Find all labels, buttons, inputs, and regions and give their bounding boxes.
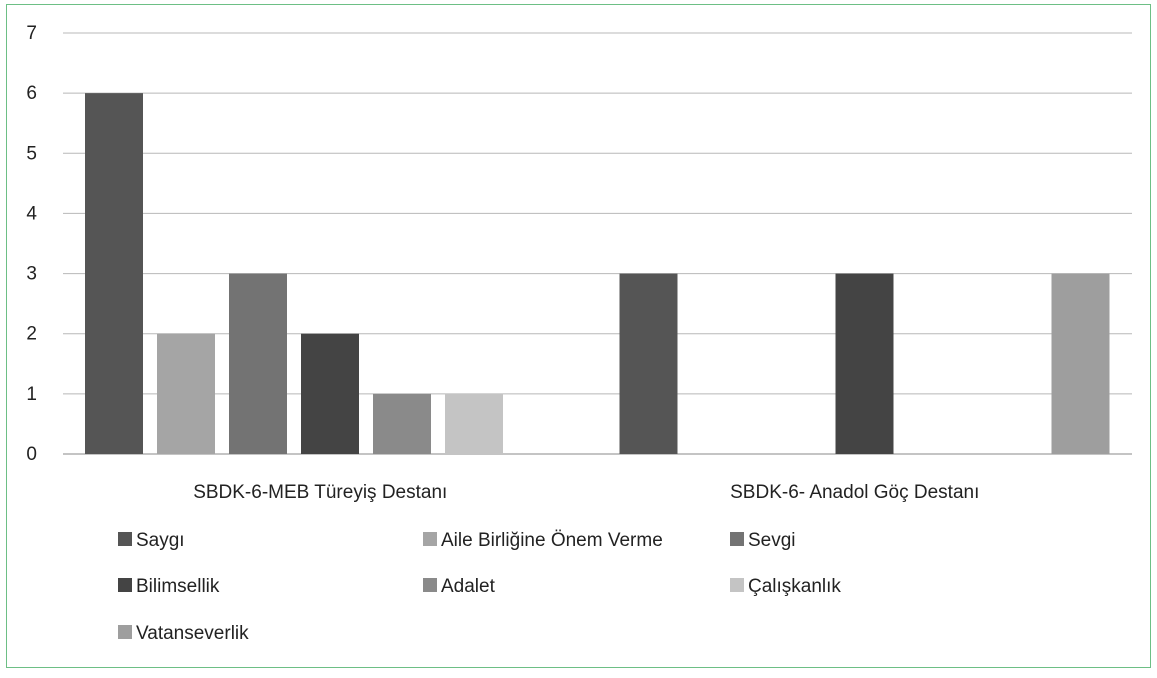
bar (619, 273, 678, 454)
bar (85, 93, 143, 455)
legend-label: Aile Birliğine Önem Verme (441, 530, 663, 551)
legend-swatch (423, 578, 437, 592)
y-tick-label: 2 (26, 324, 37, 345)
y-tick-label: 3 (26, 264, 37, 285)
y-tick-label: 4 (26, 203, 37, 224)
y-tick-label: 7 (26, 23, 37, 44)
legend-swatch (118, 625, 132, 639)
bar (157, 333, 215, 454)
y-axis: 0 1 2 3 4 5 6 7 (26, 23, 37, 465)
bar (445, 393, 503, 454)
bar (1051, 273, 1110, 454)
legend-swatch (118, 532, 132, 546)
legend: Saygı Aile Birliğine Önem Verme Sevgi Bilim… (118, 530, 841, 644)
x-axis: SBDK-6-MEB Türeyiş Destanı SBDK-6- Anadol… (193, 482, 979, 503)
bars (85, 93, 1110, 455)
legend-swatch (730, 532, 744, 546)
x-category-label: SBDK-6- Anadol Göç Destanı (730, 482, 979, 503)
legend-label: Sevgi (748, 530, 796, 551)
bar (373, 393, 431, 454)
legend-label: Çalışkanlık (748, 576, 841, 597)
y-tick-label: 1 (26, 384, 37, 405)
legend-label: Bilimsellik (136, 576, 220, 597)
y-tick-label: 0 (26, 444, 37, 465)
gridlines (63, 32, 1132, 455)
bar (229, 273, 287, 454)
x-category-label: SBDK-6-MEB Türeyiş Destanı (193, 482, 447, 503)
y-tick-label: 6 (26, 83, 37, 104)
bar (301, 333, 359, 454)
legend-label: Adalet (441, 576, 496, 597)
y-tick-label: 5 (26, 143, 37, 164)
legend-swatch (118, 578, 132, 592)
legend-swatch (730, 578, 744, 592)
legend-label: Vatanseverlik (136, 623, 249, 644)
bar (835, 273, 894, 454)
legend-label: Saygı (136, 530, 185, 551)
legend-swatch (423, 532, 437, 546)
